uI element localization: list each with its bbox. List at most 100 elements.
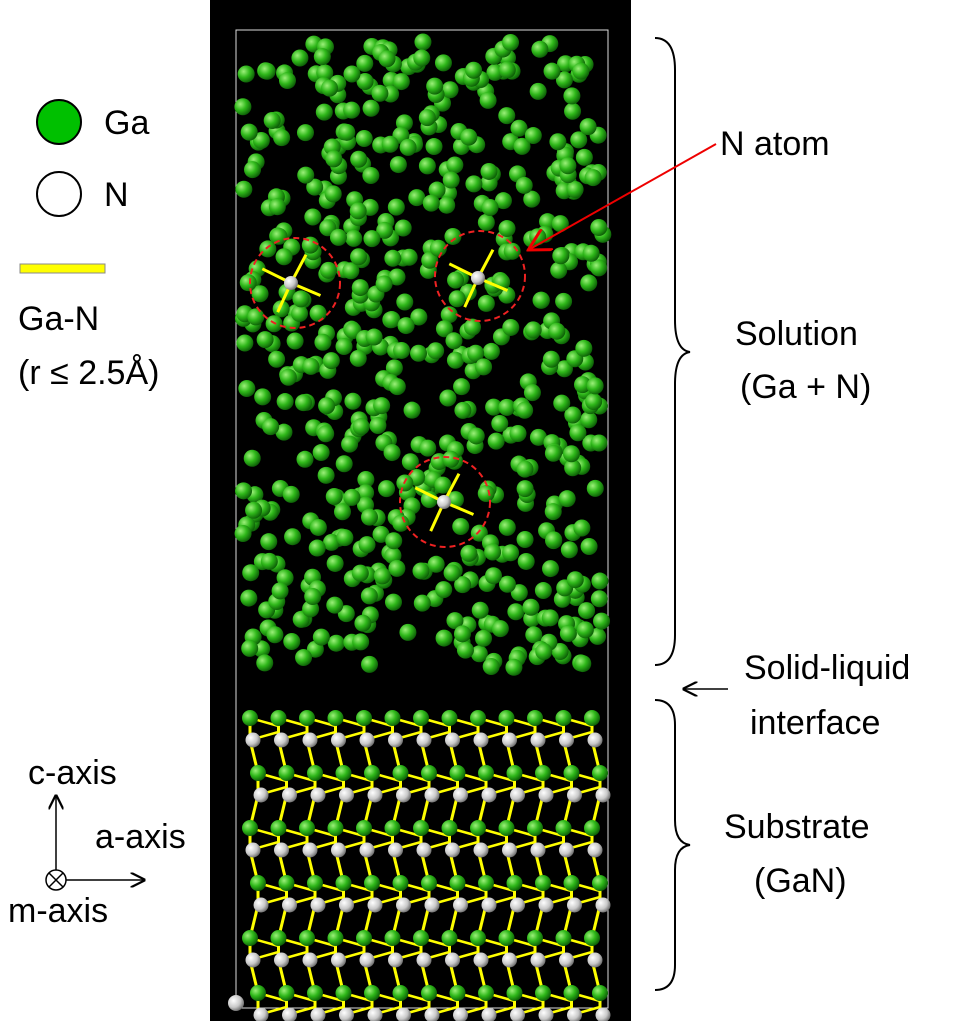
ga-atom [242,710,258,726]
ga-atom [413,49,431,67]
n-atom [359,732,375,748]
n-atom [567,1007,582,1021]
ga-atom [308,539,326,557]
ga-atom [479,91,497,109]
ga-atom [563,765,580,781]
ga-atom [482,657,500,675]
ga-atom [301,236,319,254]
ga-atom [535,765,551,781]
ga-atom [559,625,577,643]
ga-atom [256,331,274,349]
n-atom [453,1007,468,1021]
ga-atom [263,111,281,129]
ga-atom [563,875,580,891]
ga-atom [460,128,478,146]
ga-atom [470,645,488,663]
n-atom [245,732,261,748]
ga-atom [491,620,509,638]
ga-atom [273,129,291,147]
ga-symbol [36,99,82,145]
ga-atom [381,135,399,153]
highlight [434,230,526,322]
n-atom [424,787,440,803]
ga-atom [527,820,543,836]
ga-atom [278,72,296,90]
ga-atom [278,875,295,891]
ga-atom [413,820,429,836]
highlight [399,456,491,548]
ga-atom [498,930,515,946]
ga-atom [438,196,456,214]
ga-atom [275,423,293,441]
ga-atom [316,64,334,82]
n-atom [481,1007,497,1021]
n-atom [282,787,297,803]
ga-atom [449,765,466,781]
n-atom [510,1007,525,1021]
ga-atom [498,220,516,238]
ga-atom [360,587,378,605]
ga-atom [351,279,369,297]
ga-atom [505,658,523,676]
ga-atom [463,318,481,336]
ga-atom [470,710,486,726]
ga-atom [307,985,323,1001]
ga-atom [510,584,528,602]
ga-atom [240,123,258,141]
ga-atom [549,133,567,151]
ga-atom [425,138,443,156]
ga-atom [467,344,485,362]
ga-atom [378,50,396,68]
ga-atom [403,401,421,419]
ga-atom [270,710,287,726]
ga-atom [291,49,309,67]
ga-atom [498,398,516,416]
ga-atom [375,275,393,293]
n-atom [339,1007,354,1021]
ga-atom [356,54,374,72]
ga-atom [266,626,284,644]
n-atom [538,1007,554,1021]
ga-atom [314,333,332,351]
ga-atom [384,593,402,611]
n-atom [396,1007,411,1021]
n-atom [471,271,485,285]
ga-atom [429,239,447,257]
ga-atom [270,227,288,245]
ga-atom [481,199,499,217]
ga-atom [389,156,407,174]
n-atom [331,732,346,748]
ga-atom [470,820,486,836]
ga-atom [516,401,534,419]
ga-atom [480,162,498,180]
n-atom [310,787,326,803]
ga-atom [449,875,466,891]
ga-atom [234,98,252,116]
ga-atom [551,215,569,233]
ga-atom [296,450,314,468]
n-atom [253,897,269,913]
ga-atom [419,439,437,457]
ga-atom [254,388,272,406]
ga-atom [441,820,458,836]
ga-atom [550,261,568,279]
ga-atom [397,317,415,335]
ga-atom [494,192,512,210]
ga-atom [369,416,387,434]
ga-atom [344,392,362,410]
ga-atom [356,930,372,946]
ga-atom [543,62,561,80]
n-atom [416,732,432,748]
ga-atom [242,930,258,946]
ga-atom [534,582,552,600]
ga-atom [260,552,278,570]
ga-atom [525,626,543,644]
ga-atom [361,655,379,673]
ga-atom [563,985,580,1001]
n-atom [538,787,554,803]
ga-atom [516,530,534,548]
ga-atom [313,48,331,66]
ga-atom [506,765,523,781]
ga-atom [510,119,528,137]
ga-atom [317,425,335,443]
